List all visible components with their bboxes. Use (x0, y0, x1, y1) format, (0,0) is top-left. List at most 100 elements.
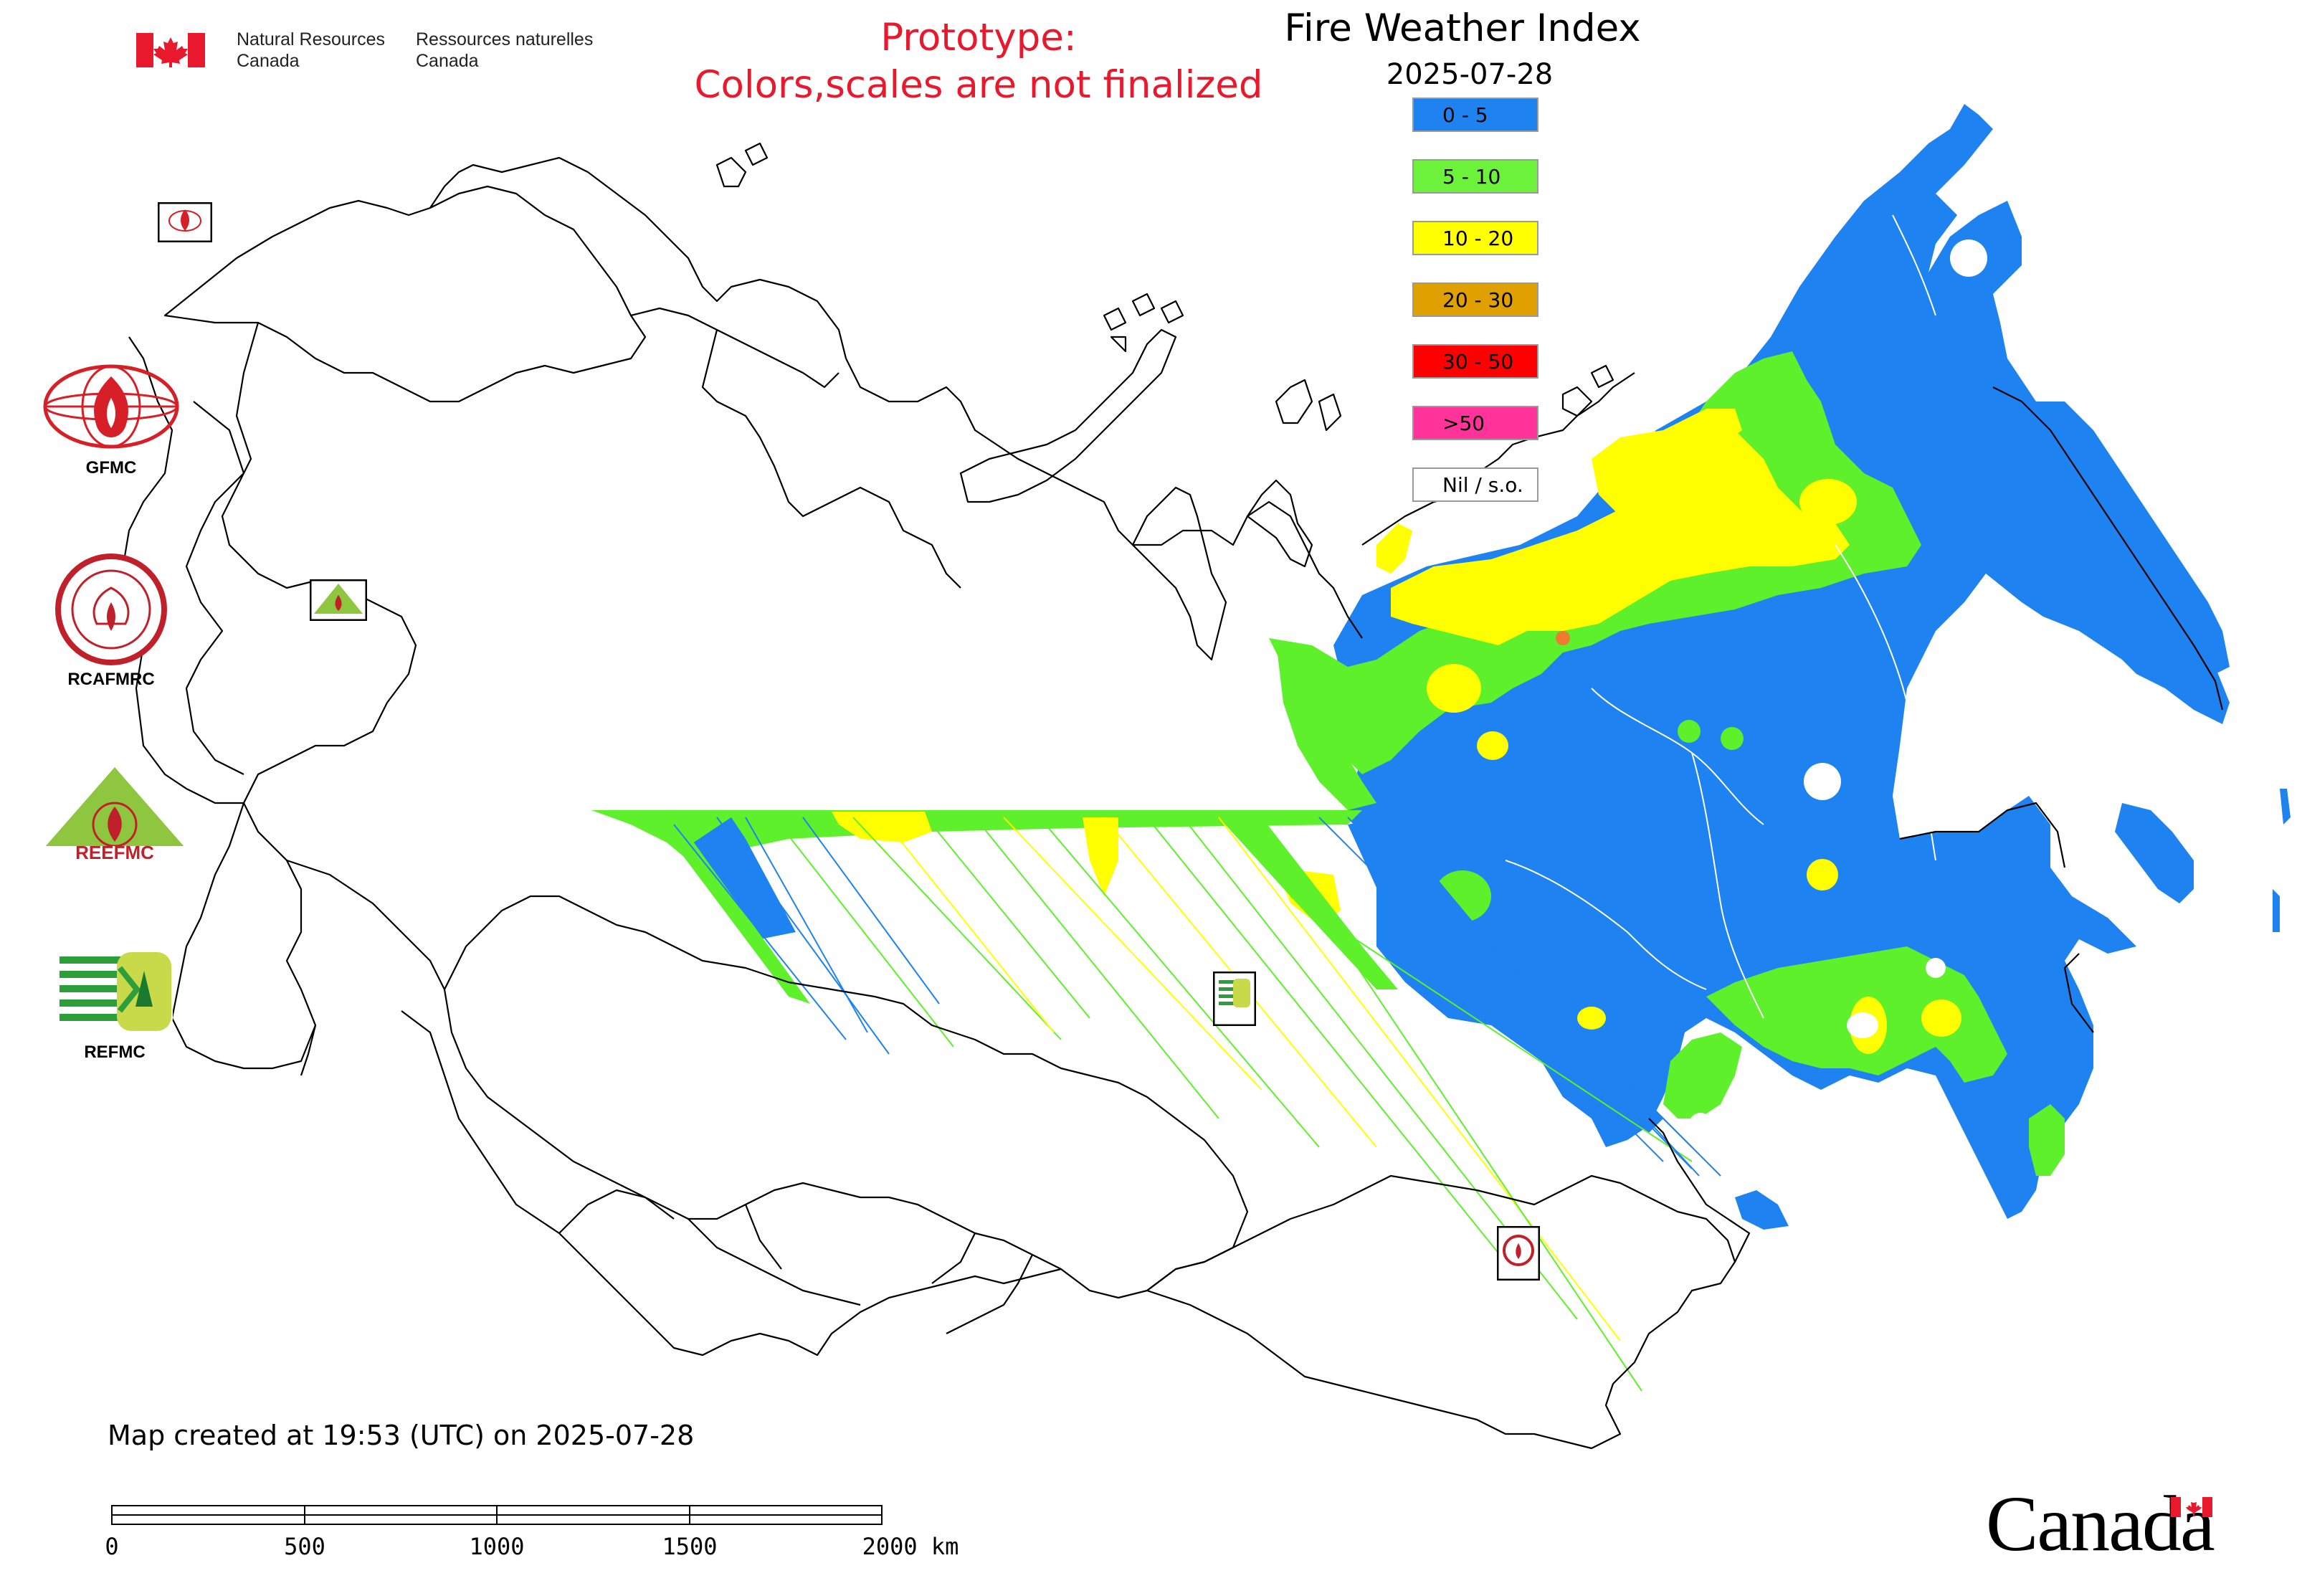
reefmc-map-badge (310, 579, 367, 621)
fwi-zone-blue-sakhalin (2000, 1133, 2036, 1205)
nil-area-5 (1721, 1139, 1738, 1156)
fwi-zone-yellow-arctic-coast (1391, 423, 1850, 645)
reefmc-logo: REEFMC (36, 767, 194, 870)
agency-name-en-line2: Canada (237, 51, 300, 71)
nil-area-2 (1926, 958, 1946, 978)
boundary-russia-china-east (1648, 1118, 1751, 1263)
fwi-zone-blue (1333, 104, 2230, 1219)
legend-label: >50 (1442, 411, 1485, 435)
scale-bar (111, 1505, 883, 1525)
raster-streak-band (591, 810, 1721, 1392)
refmc-sigma-icon (57, 949, 173, 1034)
boundary-kazakhstan (443, 895, 1249, 1299)
rcafmrc-seal-icon (55, 554, 167, 665)
fwi-zone-yellow-yamal (1376, 523, 1412, 574)
boundary-baltic (221, 322, 417, 1076)
streak-green-wedge-mid (1219, 817, 1398, 989)
canada-flag-icon (136, 33, 205, 67)
scale-label-500: 500 (284, 1533, 325, 1560)
fwi-zone-yellow-blob-4 (1807, 859, 1838, 890)
agency-name-en-line1: Natural Resources (237, 29, 386, 49)
scale-label-2000: 2000 km (862, 1533, 959, 1560)
legend-item-0-5: 0 - 5 (1412, 98, 1538, 132)
boundary-belarus-ukraine (185, 401, 245, 775)
boundary-mongolia (1146, 1174, 1736, 1450)
streak-yellow-band-2 (1083, 817, 1118, 896)
agency-name-fr-line1: Ressources naturelles (416, 29, 594, 49)
fwi-zone-yellow-taimyr (1592, 409, 1742, 516)
nil-area-4 (1689, 1113, 1712, 1136)
scale-label-0: 0 (105, 1533, 119, 1560)
reefmc-triangle-icon: REEFMC (36, 767, 194, 863)
gfmc-globe-flame-icon (43, 364, 179, 449)
fwi-zone-green-amur (1663, 1032, 1742, 1118)
fwi-zone-green-spot-2 (1721, 727, 1744, 750)
coast-arctic-west (845, 358, 1363, 639)
nrcan-signature: Natural Resources Canada Ressources natu… (136, 29, 595, 79)
legend-item-30-50: 30 - 50 (1412, 344, 1538, 379)
streak-yellow-band-1 (832, 812, 932, 842)
boundary-central-asia (401, 1010, 1062, 1357)
nil-area-1 (1804, 763, 1841, 800)
boundary-scandinavia-north (429, 156, 847, 359)
rcafmrc-map-badge (1497, 1226, 1540, 1281)
coast-yamal (1131, 486, 1227, 661)
legend-label: 20 - 30 (1442, 288, 1514, 312)
map-created-note: Map created at 19:53 (UTC) on 2025-07-28 (108, 1420, 695, 1451)
legend-label: 5 - 10 (1442, 164, 1501, 189)
streak-lines (673, 817, 1721, 1392)
fwi-zone-blue-kamchatka (2036, 402, 2230, 674)
coast-taimyr (1361, 372, 1635, 546)
nil-area-3 (1847, 1012, 1878, 1038)
gfmc-map-badge (158, 202, 212, 242)
fwi-zone-green-west-lobe (1276, 642, 1376, 810)
gfmc-logo: GFMC (39, 362, 183, 478)
legend-item-10-20: 10 - 20 (1412, 221, 1538, 255)
legend-item-over-50: >50 (1412, 406, 1538, 440)
coast-new-siberian (1561, 364, 1614, 417)
coast-kola-white-sea (630, 307, 961, 589)
fwi-zone-blue-east-shore (2273, 789, 2291, 932)
fwi-zone-blue-hokkaido (1735, 1190, 1789, 1230)
refmc-map-badge (1213, 972, 1256, 1026)
legend-label: 10 - 20 (1442, 226, 1514, 250)
scale-label-1000: 1000 (469, 1533, 525, 1560)
legend-item-nil: Nil / s.o. (1412, 467, 1538, 502)
legend-label: 0 - 5 (1442, 103, 1488, 127)
map-title: Fire Weather Index (1284, 6, 1641, 50)
boundary-uzbek-turkmen (558, 1189, 861, 1306)
fwi-zone-yellow-blob-2 (1477, 731, 1508, 760)
coast-gydan (1246, 479, 1313, 568)
streak-green-wedge-west (660, 825, 810, 1004)
river-network (1505, 214, 1936, 1019)
fwi-zone-yellow-blob-6 (1921, 999, 1961, 1037)
legend-item-5-10: 5 - 10 (1412, 159, 1538, 194)
map-date: 2025-07-28 (1386, 58, 1554, 91)
rcafmrc-caption: RCAFMRC (67, 670, 155, 689)
fwi-zone-blue-chukotka-tip (2115, 803, 2194, 903)
prototype-notice-line2: Colors,scales are not finalized (694, 63, 1263, 107)
agency-name-fr-line2: Canada (416, 51, 479, 71)
coast-novaya-zemlya (959, 328, 1177, 503)
prototype-notice-line1: Prototype: (880, 16, 1077, 60)
legend-label: Nil / s.o. (1442, 472, 1523, 497)
fwi-zone-yellow-blob-1 (1427, 664, 1481, 713)
wordmark-flag-icon (2171, 1497, 2212, 1517)
boundary-kyrgyz-tajik (931, 1232, 1033, 1334)
fwi-zone-green-spot-1 (1678, 720, 1701, 743)
coast-svalbard (715, 142, 769, 188)
rcafmrc-logo: RCAFMRC (54, 552, 168, 690)
fwi-zone-red-spot (1556, 631, 1570, 645)
coast-okhotsk (1899, 802, 2066, 868)
gfmc-caption: GFMC (85, 458, 137, 478)
legend-label: 30 - 50 (1442, 349, 1514, 374)
fwi-zone-yellow-blob-7 (1577, 1007, 1606, 1030)
fwi-zone-green-kamchatka-south (2029, 1104, 2065, 1176)
refmc-caption: REFMC (84, 1042, 146, 1062)
boundary-scandinavia (163, 185, 647, 403)
coast-sakhalin (2063, 953, 2094, 1033)
canada-wordmark: Canada (1986, 1480, 2215, 1567)
streak-blue-wedge-west (688, 817, 796, 939)
nil-area-7 (1950, 239, 1987, 277)
